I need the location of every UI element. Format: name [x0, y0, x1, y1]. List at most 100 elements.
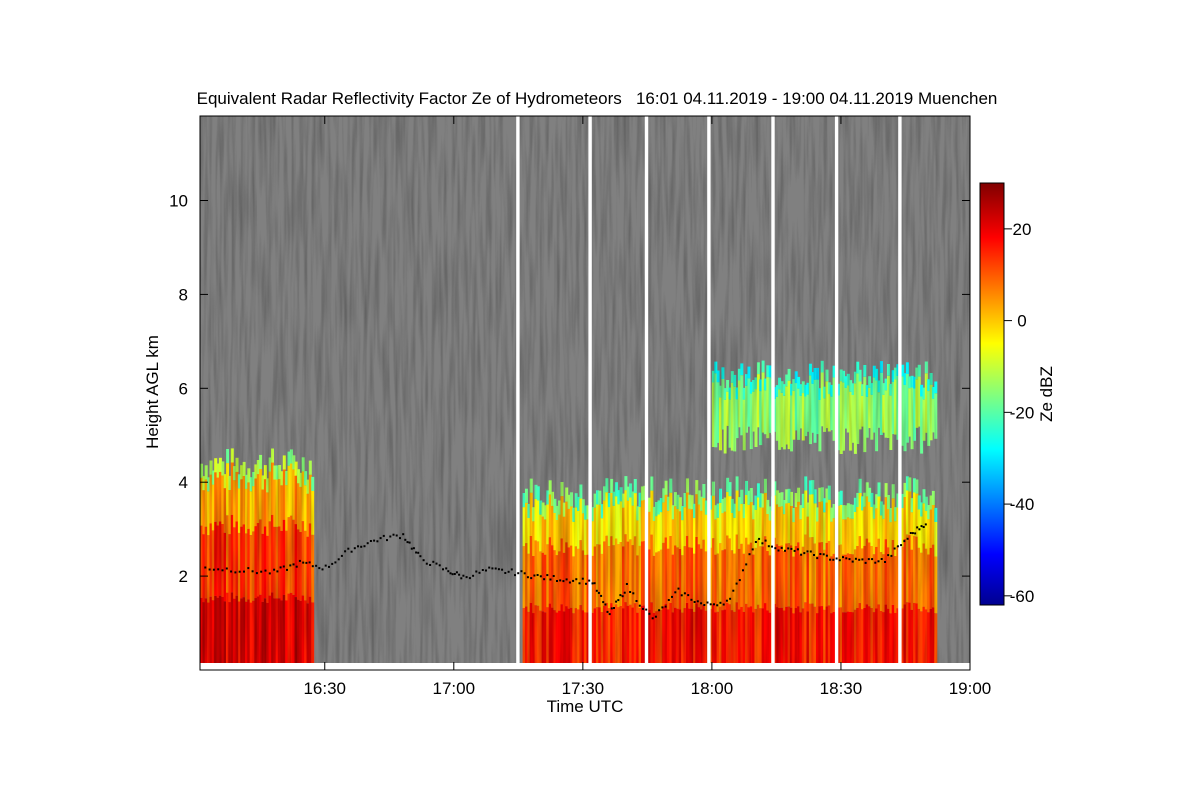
cloud-base-point	[460, 577, 463, 580]
cloud-base-point	[703, 604, 706, 606]
x-axis-label: Time UTC	[547, 697, 624, 716]
cloud-base-point	[255, 572, 258, 575]
cloud-base-point	[732, 589, 735, 592]
cloud-base-point	[625, 583, 628, 585]
cloud-base-point	[399, 537, 401, 540]
cloud-base-point	[353, 547, 356, 550]
data-gap	[588, 116, 592, 670]
cloud-base-point	[706, 601, 709, 604]
y-tick-label: 6	[179, 379, 188, 398]
cloud-base-point	[813, 554, 815, 556]
cloud-base-point	[667, 599, 670, 601]
cloud-base-point	[425, 562, 428, 565]
cloud-base-point	[924, 523, 927, 526]
cloud-base-point	[745, 563, 748, 566]
y-tick-label: 2	[179, 567, 188, 586]
plot-frame	[199, 115, 971, 671]
cloud-base-point	[638, 604, 641, 607]
cloud-base-point	[465, 576, 468, 579]
cloud-base-point	[404, 538, 407, 541]
cloud-base-point	[719, 601, 722, 604]
cloud-base-point	[871, 558, 874, 561]
cloud-base-point	[295, 565, 298, 568]
colorbar-tick-label: 20	[1013, 220, 1032, 239]
colorbar-tick-label: -40	[1010, 495, 1035, 514]
cloud-base-point	[530, 577, 533, 580]
y-tick-label: 8	[179, 285, 188, 304]
cloud-base-point	[822, 553, 825, 556]
x-axis: 16:30 17:00 17:30 18:00 18:30 19:00	[303, 116, 991, 698]
cloud-base-point	[819, 553, 822, 555]
cloud-base-point	[507, 570, 510, 573]
colorbar-tick-label: 0	[1017, 312, 1026, 331]
cloud-base-point	[825, 554, 828, 557]
cloud-base-point	[588, 579, 591, 582]
cloud-base-point	[520, 570, 523, 573]
cloud-base-point	[780, 546, 783, 549]
cloud-base-point	[751, 548, 754, 551]
cloud-base-point	[593, 582, 596, 585]
cloud-base-point	[376, 540, 379, 543]
cloud-base-point	[690, 598, 693, 601]
cloud-base-point	[445, 567, 448, 570]
cloud-base-point	[292, 563, 295, 566]
cloud-base-point	[887, 554, 890, 557]
cloud-base-point	[432, 560, 435, 563]
cloud-base-point	[777, 549, 780, 552]
cloud-base-point	[880, 558, 883, 560]
cloud-base-point	[321, 568, 324, 571]
cloud-base-point	[658, 609, 661, 612]
cloud-base-point	[337, 558, 340, 561]
cloud-base-point	[556, 580, 558, 582]
cloud-base-point	[497, 568, 500, 571]
cloud-base-point	[533, 574, 536, 577]
data-gap	[898, 116, 902, 670]
cloud-base-point	[725, 599, 728, 602]
cloud-base-point	[395, 534, 398, 537]
cloud-base-point	[809, 550, 812, 553]
cloud-base-point	[861, 558, 864, 561]
cloud-base-point	[916, 526, 919, 529]
cloud-base-point	[510, 568, 513, 571]
cloud-base-point	[632, 592, 635, 595]
cloud-base-point	[478, 571, 481, 574]
cloud-base-point	[453, 573, 456, 575]
cloud-base-point	[572, 579, 575, 582]
cloud-base-point	[315, 564, 318, 567]
cloud-base-point	[784, 549, 786, 552]
cloud-base-point	[526, 576, 529, 579]
cloud-base-point	[260, 570, 263, 573]
cloud-base-point	[279, 566, 282, 569]
cloud-base-point	[217, 568, 220, 571]
cloud-base-point	[340, 554, 343, 557]
cloud-base-point	[621, 595, 624, 598]
cloud-base-point	[221, 569, 224, 572]
cloud-base-point	[796, 548, 799, 551]
cloud-base-point	[713, 603, 715, 606]
cloud-base-point	[911, 532, 914, 535]
cloud-base-point	[331, 562, 334, 565]
cloud-base-point	[324, 564, 327, 567]
data-gap-layer	[516, 116, 902, 670]
cloud-base-point	[360, 545, 363, 548]
cloud-base-point	[585, 582, 587, 585]
cloud-base-point	[318, 567, 321, 570]
cloud-base-point	[286, 568, 288, 571]
cloud-base-point	[485, 569, 487, 572]
cloud-base-point	[417, 551, 420, 554]
cloud-base-point	[468, 577, 471, 580]
cloud-base-point	[654, 615, 657, 618]
cloud-base-point	[858, 558, 861, 561]
cloud-base-point	[642, 607, 644, 610]
cloud-base-point	[357, 545, 359, 548]
cloud-base-point	[651, 617, 654, 620]
cloud-base-point	[893, 547, 896, 550]
cloud-base-point	[366, 542, 369, 545]
cloud-base-point	[302, 561, 305, 564]
cloud-base-point	[854, 557, 857, 560]
cloud-base-point	[350, 550, 353, 553]
y-axis: 2 4 6 8 10	[169, 192, 970, 586]
cloud-base-point	[462, 574, 465, 577]
cloud-base-point	[517, 572, 520, 575]
